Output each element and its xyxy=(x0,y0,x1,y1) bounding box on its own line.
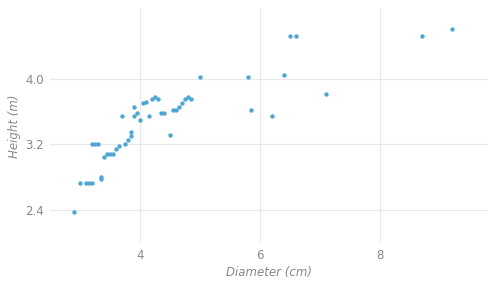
Point xyxy=(22,229,30,233)
Point xyxy=(160,111,168,115)
Point xyxy=(286,34,294,38)
Point xyxy=(88,181,96,185)
Point xyxy=(91,142,99,147)
Point xyxy=(121,142,129,147)
Point xyxy=(76,181,84,185)
Point xyxy=(244,75,252,79)
X-axis label: Diameter (cm): Diameter (cm) xyxy=(226,266,312,279)
Point xyxy=(178,101,186,106)
Point xyxy=(139,101,147,106)
Point xyxy=(247,108,255,112)
Point xyxy=(103,152,111,157)
Point xyxy=(94,142,102,147)
Point xyxy=(136,117,144,122)
Point xyxy=(124,138,132,143)
Point xyxy=(145,113,153,118)
Point xyxy=(157,111,165,115)
Point xyxy=(196,75,204,79)
Point xyxy=(97,175,105,180)
Point xyxy=(70,209,78,214)
Point xyxy=(100,154,108,159)
Point xyxy=(82,181,90,185)
Point xyxy=(130,105,138,110)
Point xyxy=(109,152,117,157)
Point xyxy=(322,91,330,96)
Point xyxy=(151,94,159,99)
Point xyxy=(154,97,162,102)
Point xyxy=(88,142,96,147)
Point xyxy=(268,113,276,118)
Point xyxy=(130,113,138,118)
Point xyxy=(106,152,114,157)
Point xyxy=(127,130,135,134)
Point xyxy=(280,72,288,77)
Point xyxy=(148,97,156,102)
Point xyxy=(169,108,177,112)
Point xyxy=(85,181,93,185)
Point xyxy=(418,34,426,38)
Point xyxy=(127,134,135,139)
Point xyxy=(115,144,123,149)
Point xyxy=(133,111,141,115)
Point xyxy=(118,113,126,118)
Y-axis label: Height (m): Height (m) xyxy=(8,94,21,158)
Point xyxy=(181,97,189,102)
Point xyxy=(175,105,183,110)
Point xyxy=(112,147,120,152)
Point xyxy=(184,94,192,99)
Point xyxy=(97,177,105,181)
Point xyxy=(448,27,456,32)
Point xyxy=(187,97,195,102)
Point xyxy=(142,99,150,104)
Point xyxy=(292,34,300,38)
Point xyxy=(172,108,180,112)
Point xyxy=(166,132,174,137)
